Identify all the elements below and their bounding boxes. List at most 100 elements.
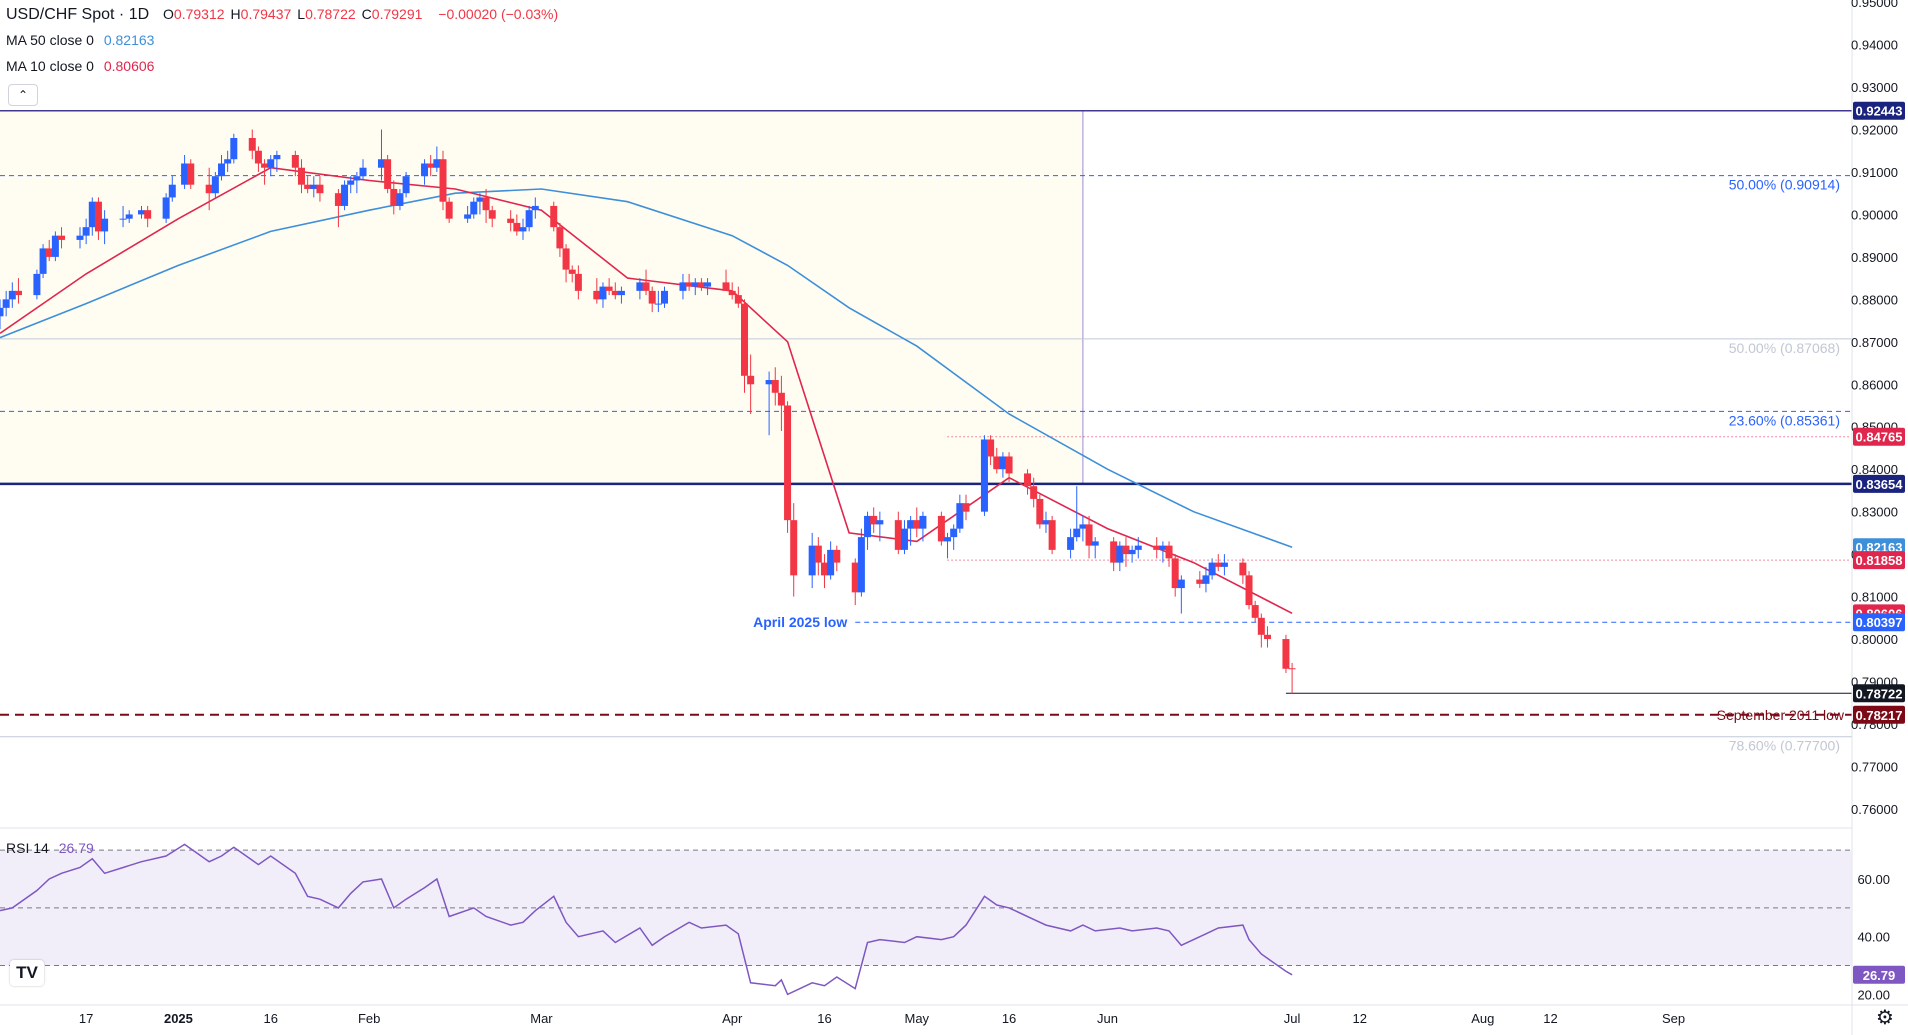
candle-body-89 (777, 392, 785, 406)
candle-body-88 (771, 380, 779, 393)
rsi-tick-0: 60.00 (1857, 872, 1890, 887)
x-tick-14: Sep (1662, 1011, 1685, 1026)
symbol-legend: USD/CHF Spot · 1D O0.79312 H0.79437 L0.787… (6, 6, 558, 24)
ma50-value: 0.82163 (103, 32, 155, 48)
ma50-label: MA 50 close 0 (6, 32, 94, 48)
candle-body-146 (1263, 634, 1271, 640)
y-tick-6: 0.89000 (1851, 250, 1898, 265)
ma50-line (0, 188, 1293, 548)
candle-body-106 (919, 515, 927, 529)
candle-body-25 (224, 159, 232, 164)
x-tick-4: Mar (530, 1011, 553, 1026)
candle-body-129 (1122, 545, 1130, 555)
candle-body-93 (814, 545, 822, 563)
candle-body-117 (1024, 473, 1032, 487)
candle-body-58 (513, 222, 521, 232)
gear-icon[interactable]: ⚙ (1876, 1007, 1894, 1029)
annotation-label-4: April 2025 low (753, 614, 847, 630)
candle-body-141 (1220, 562, 1228, 567)
x-tick-2: 16 (263, 1011, 277, 1026)
candle-body-84 (734, 295, 742, 304)
y-tick-9: 0.86000 (1851, 377, 1898, 392)
chevron-up-icon[interactable]: ⌃ (8, 84, 38, 106)
y-tick-2: 0.93000 (1851, 80, 1898, 95)
candle-body-91 (790, 520, 798, 576)
ohlc-value: 0.79312 (173, 6, 225, 22)
candle-body-69 (605, 286, 613, 291)
candle-body-55 (482, 197, 490, 211)
x-tick-12: Aug (1471, 1011, 1494, 1026)
candle-body-113 (987, 439, 995, 457)
candle-body-132 (1153, 545, 1161, 550)
ohlc-key: O (163, 6, 174, 22)
candle-body-130 (1128, 549, 1136, 555)
x-tick-10: Jul (1284, 1011, 1301, 1026)
rsi-legend[interactable]: RSI 14 26.79 (6, 840, 94, 856)
ohlc-value: 0.79291 (371, 6, 423, 22)
candle-body-80 (697, 282, 705, 287)
candle-body-77 (679, 282, 687, 291)
candle-body-33 (297, 167, 305, 185)
candle-body-31 (273, 154, 281, 160)
candle-body-7 (51, 235, 59, 257)
candle-body-29 (261, 163, 269, 168)
candle-body-90 (784, 405, 792, 521)
candle-body-68 (599, 286, 607, 300)
ma50-legend[interactable]: MA 50 close 0 0.82163 (6, 32, 154, 48)
price-tag-6: 0.80397 (1856, 615, 1903, 630)
x-tick-1: 2025 (164, 1011, 193, 1026)
rsi-value: 26.79 (58, 840, 94, 856)
price-tag-bg-0 (1853, 101, 1905, 120)
ohlc-h: H0.79437 (231, 6, 292, 22)
candle-body-148 (1288, 668, 1296, 670)
candle-body-135 (1171, 558, 1179, 589)
y-tick-18: 0.77000 (1851, 759, 1898, 774)
y-tick-3: 0.92000 (1851, 123, 1898, 138)
candle-body-74 (648, 290, 656, 304)
candle-body-82 (722, 282, 730, 291)
candle-body-52 (464, 214, 472, 219)
tradingview-logo[interactable]: TV (10, 960, 44, 986)
x-tick-13: 12 (1543, 1011, 1557, 1026)
candle-body-104 (907, 520, 915, 529)
candle-body-38 (341, 184, 349, 206)
ma10-legend[interactable]: MA 10 close 0 0.80606 (6, 58, 154, 74)
candle-body-13 (101, 218, 109, 232)
price-tag-2: 0.83654 (1856, 477, 1904, 492)
candle-body-34 (304, 184, 312, 189)
candle-body-16 (138, 210, 146, 215)
candle-body-100 (870, 515, 878, 525)
candle-body-96 (833, 549, 841, 563)
y-tick-0: 0.95000 (1851, 0, 1898, 10)
candle-body-51 (445, 201, 453, 219)
candle-body-65 (568, 269, 576, 274)
x-tick-0: 17 (79, 1011, 93, 1026)
candle-body-1 (2, 299, 10, 308)
candle-body-83 (728, 290, 736, 296)
ohlc-value: 0.79437 (240, 6, 292, 22)
candle-body-30 (267, 159, 275, 168)
price-tag-0: 0.92443 (1856, 104, 1903, 119)
candle-body-145 (1257, 617, 1265, 635)
y-tick-19: 0.76000 (1851, 802, 1898, 817)
candle-body-14 (119, 218, 127, 220)
candle-body-66 (574, 273, 582, 291)
candle-body-114 (993, 456, 1001, 470)
candle-body-98 (857, 537, 865, 593)
candle-body-138 (1202, 575, 1210, 584)
annotation-label-3: 78.60% (0.77700) (1729, 738, 1840, 754)
rsi-tick-2: 20.00 (1857, 987, 1890, 1002)
x-tick-3: Feb (358, 1011, 380, 1026)
candle-body-85 (740, 303, 748, 376)
ohlc-value: 0.78722 (305, 6, 356, 22)
rsi-tick-1: 40.00 (1857, 930, 1890, 945)
candle-body-137 (1196, 579, 1204, 584)
candle-body-118 (1030, 486, 1038, 499)
x-tick-11: 12 (1353, 1011, 1367, 1026)
candle-body-60 (525, 210, 533, 228)
candle-body-107 (937, 515, 945, 542)
candle-body-41 (359, 167, 367, 177)
candle-body-64 (562, 248, 570, 270)
candle-body-112 (980, 439, 988, 512)
